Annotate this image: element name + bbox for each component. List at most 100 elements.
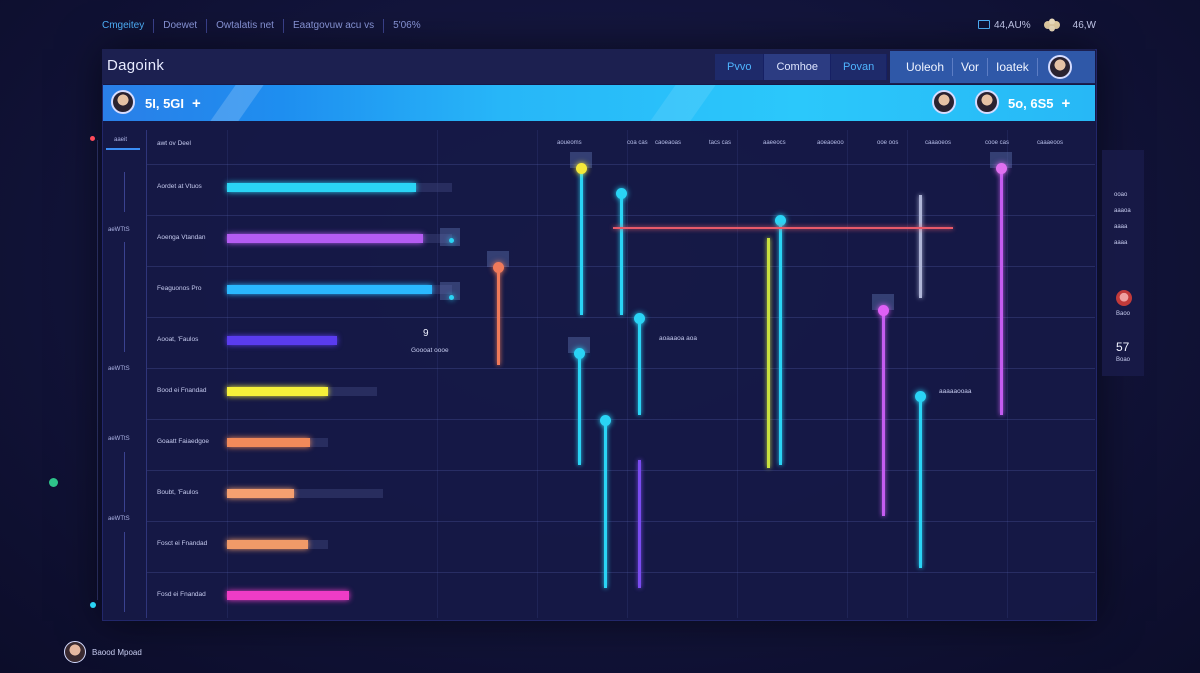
rail-label[interactable]: aaeit: [114, 137, 128, 143]
rail-divider: [124, 532, 125, 612]
threshold-line: [613, 227, 953, 229]
app-title: Dagoink: [107, 57, 165, 74]
timeline-line: [638, 318, 641, 415]
rail-label[interactable]: aeWTtS: [108, 366, 130, 372]
header-right-group: Uoleoh Vor Ioatek: [890, 51, 1095, 83]
bar-stripe: [210, 85, 264, 121]
timeline-line: [919, 195, 922, 298]
topnav-item[interactable]: Eaatgovuw acu vs: [284, 19, 385, 33]
column-header: coa cas: [627, 140, 648, 146]
column-header: caaaeoos: [1037, 140, 1064, 146]
row-label: Goaatt Faiaedgoe: [157, 438, 210, 445]
grid-hline: [147, 470, 1095, 471]
bar-2: [227, 234, 423, 243]
grid-hline: [147, 572, 1095, 573]
timeline-dot[interactable]: [996, 163, 1007, 174]
grid-hline: [147, 419, 1095, 420]
tab-comhoe[interactable]: Comhoe: [764, 54, 832, 80]
summary-bar: 5I, 5GI + 5o, 6S5 +: [103, 85, 1095, 121]
timeline-line: [638, 460, 641, 588]
timeline-marker-box: [568, 337, 590, 353]
timeline-marker-box: [487, 251, 509, 267]
side-avatar[interactable]: [1116, 290, 1132, 306]
decor-dot: [90, 136, 95, 141]
status-a: 44,AU%: [977, 19, 1031, 31]
grid-vline: [737, 130, 738, 618]
bar-1: [227, 183, 416, 192]
side-panel: ooao aaaoa aaaa aaaa Baoo 57 Boao: [1102, 150, 1144, 376]
row-label: Fosct ei Fnandad: [157, 540, 208, 547]
topnav-item[interactable]: Cmgeitey: [102, 19, 155, 33]
column-header: caoeaoas: [655, 140, 682, 146]
battery-icon: [977, 20, 990, 30]
row-label: Boubt, 'Faulos: [157, 489, 199, 496]
grid-vline: [537, 130, 538, 618]
gem-icon[interactable]: [1043, 18, 1061, 32]
timeline-line: [604, 420, 607, 588]
grid-vline: [437, 130, 438, 618]
bar-6: [227, 438, 310, 447]
bar-4: [227, 336, 338, 345]
topnav-item[interactable]: 5'06%: [393, 20, 421, 31]
annotation-value: 9: [423, 328, 429, 339]
chart-header: awt ov Deel: [157, 140, 191, 147]
add-icon[interactable]: +: [1061, 95, 1071, 112]
timeline-dot[interactable]: [576, 163, 587, 174]
row-label: Aoenga Vtandan: [157, 234, 206, 241]
tab-vor[interactable]: Vor: [953, 58, 989, 76]
avatar[interactable]: [975, 90, 999, 114]
topnav-item[interactable]: Owtalatis net: [207, 19, 284, 33]
grid-vline: [227, 130, 228, 618]
timeline-dot[interactable]: [600, 415, 611, 426]
side-row: aaaoa: [1114, 208, 1131, 214]
column-header: tacs cas: [709, 140, 732, 146]
tab-povan[interactable]: Povan: [831, 54, 888, 80]
header-tab-group: Pvvo Comhoe Povan: [715, 54, 888, 80]
add-icon[interactable]: +: [192, 95, 201, 112]
user-avatar[interactable]: [1047, 55, 1072, 79]
grid-hline: [147, 317, 1095, 318]
bar-right-group: 5o, 6S5 +: [1008, 95, 1070, 112]
bottom-user[interactable]: Baood Mpoad: [64, 641, 142, 663]
rail-divider: [124, 242, 125, 352]
bar-stripe: [650, 85, 716, 121]
tab-ioatek[interactable]: Ioatek: [988, 58, 1038, 76]
tab-uoleoh[interactable]: Uoleoh: [890, 58, 954, 76]
row-label: Aooat, 'Faulos: [157, 336, 199, 343]
timeline-dot[interactable]: [616, 188, 627, 199]
timeline-dot[interactable]: [878, 305, 889, 316]
rail-label[interactable]: aeWTtS: [108, 516, 130, 522]
avatar[interactable]: [111, 90, 135, 114]
timeline-dot[interactable]: [775, 215, 786, 226]
timeline-dot[interactable]: [634, 313, 645, 324]
row-label: Fosd ei Fnandad: [157, 591, 206, 598]
side-big-label: Boao: [1116, 357, 1131, 363]
bar-5: [227, 387, 329, 396]
row-label: Bood ei Fnandad: [157, 387, 207, 394]
grid-vline: [627, 130, 628, 618]
timeline-dot[interactable]: [574, 348, 585, 359]
bar-left-value: 5I, 5GI: [145, 96, 185, 111]
grid-vline: [907, 130, 908, 618]
timeline-dot[interactable]: [915, 391, 926, 402]
side-row: aaaa: [1114, 224, 1128, 230]
rail-label[interactable]: aeWTtS: [108, 436, 130, 442]
grid-vline: [847, 130, 848, 618]
decor-dot: [49, 478, 58, 487]
rail-active-indicator: [106, 148, 140, 150]
rail-label[interactable]: aeWTtS: [108, 227, 130, 233]
top-status: 44,AU% 46,W: [977, 18, 1096, 32]
bar-right-value: 5o, 6S5: [1008, 96, 1054, 111]
topnav-item[interactable]: Doewet: [154, 19, 208, 33]
tab-pvvo[interactable]: Pvvo: [715, 54, 765, 80]
timeline-dot[interactable]: [493, 262, 504, 273]
column-header: aoeaoeoo: [817, 140, 844, 146]
column-header: ooe oos: [877, 140, 899, 146]
timeline-marker-box: [872, 294, 894, 310]
status-a-label: 44,AU%: [993, 19, 1031, 31]
rail-divider: [124, 452, 125, 512]
chart-area: awt ov Deel aoueoms coa cas caoeaoas tacs c…: [146, 130, 1095, 618]
grid-hline: [147, 368, 1095, 369]
avatar[interactable]: [932, 90, 956, 114]
avatar[interactable]: [64, 641, 86, 663]
